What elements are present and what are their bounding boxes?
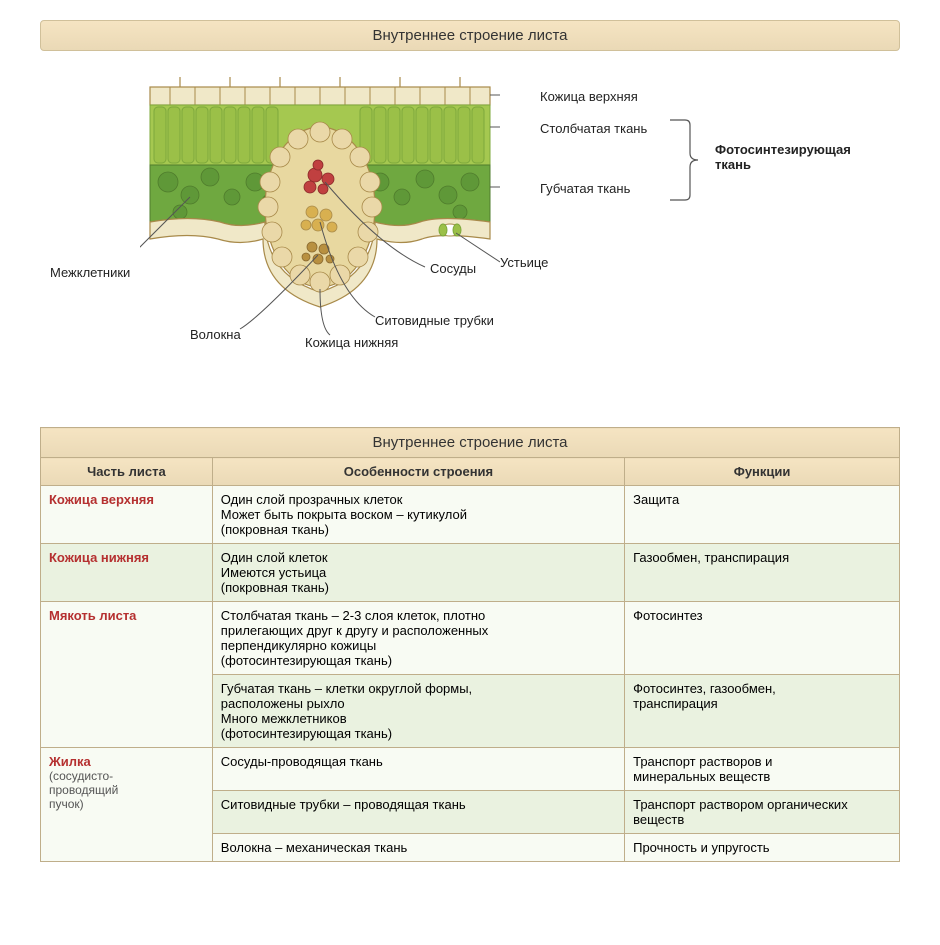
leaf-diagram: Кожица верхняя Столбчатая ткань Губчатая… bbox=[40, 67, 900, 397]
photosynth-bracket bbox=[670, 115, 710, 205]
cell-features: Сосуды-проводящая ткань bbox=[212, 748, 624, 791]
cell-functions: Фотосинтез bbox=[625, 602, 900, 675]
col-features: Особенности строения bbox=[212, 458, 624, 486]
cell-features: Ситовидные трубки – проводящая ткань bbox=[212, 791, 624, 834]
cell-functions: Защита bbox=[625, 486, 900, 544]
diagram-title: Внутреннее строение листа bbox=[372, 27, 567, 44]
diagram-title-bar: Внутреннее строение листа bbox=[40, 20, 900, 51]
label-upper-skin: Кожица верхняя bbox=[540, 89, 638, 104]
label-intercellular: Межклетники bbox=[50, 265, 130, 280]
leaf-table-wrap: Внутреннее строение листа Часть листа Ос… bbox=[40, 427, 900, 862]
label-photosynth: Фотосинтезирующая ткань bbox=[715, 142, 851, 172]
cell-functions: Транспорт раствором органических веществ bbox=[625, 791, 900, 834]
cell-part: Кожица нижняя bbox=[41, 544, 213, 602]
label-lower-skin: Кожица нижняя bbox=[305, 335, 398, 350]
leaf-cross-section-svg bbox=[140, 67, 500, 347]
cell-part: Кожица верхняя bbox=[41, 486, 213, 544]
table-title: Внутреннее строение листа bbox=[41, 428, 900, 458]
cell-functions: Газообмен, транспирация bbox=[625, 544, 900, 602]
cell-features: Губчатая ткань – клетки округлой формы, … bbox=[212, 675, 624, 748]
leaf-structure-table: Внутреннее строение листа Часть листа Ос… bbox=[40, 427, 900, 862]
col-part: Часть листа bbox=[41, 458, 213, 486]
table-body: Кожица верхняяОдин слой прозрачных клето… bbox=[41, 486, 900, 862]
label-vessels: Сосуды bbox=[430, 261, 476, 276]
cell-functions: Транспорт растворов и минеральных вещест… bbox=[625, 748, 900, 791]
cell-features: Столбчатая ткань – 2-3 слоя клеток, плот… bbox=[212, 602, 624, 675]
cell-part: Жилка(сосудисто- проводящий пучок) bbox=[41, 748, 213, 862]
cell-part: Мякоть листа bbox=[41, 602, 213, 748]
table-row: Кожица верхняяОдин слой прозрачных клето… bbox=[41, 486, 900, 544]
label-sieve: Ситовидные трубки bbox=[375, 313, 494, 328]
cell-features: Один слой прозрачных клеток Может быть п… bbox=[212, 486, 624, 544]
label-spongy: Губчатая ткань bbox=[540, 181, 630, 196]
label-palisade: Столбчатая ткань bbox=[540, 121, 647, 136]
cell-features: Волокна – механическая ткань bbox=[212, 834, 624, 862]
upper-epidermis bbox=[150, 77, 490, 105]
table-header-row: Часть листа Особенности строения Функции bbox=[41, 458, 900, 486]
cell-functions: Фотосинтез, газообмен, транспирация bbox=[625, 675, 900, 748]
table-row: Кожица нижняяОдин слой клеток Имеются ус… bbox=[41, 544, 900, 602]
col-functions: Функции bbox=[625, 458, 900, 486]
cell-features: Один слой клеток Имеются устьица (покров… bbox=[212, 544, 624, 602]
cell-functions: Прочность и упругость bbox=[625, 834, 900, 862]
label-fibers: Волокна bbox=[190, 327, 241, 342]
table-row: Мякоть листаСтолбчатая ткань – 2-3 слоя … bbox=[41, 602, 900, 675]
table-row: Жилка(сосудисто- проводящий пучок)Сосуды… bbox=[41, 748, 900, 791]
label-stoma: Устьице bbox=[500, 255, 548, 270]
